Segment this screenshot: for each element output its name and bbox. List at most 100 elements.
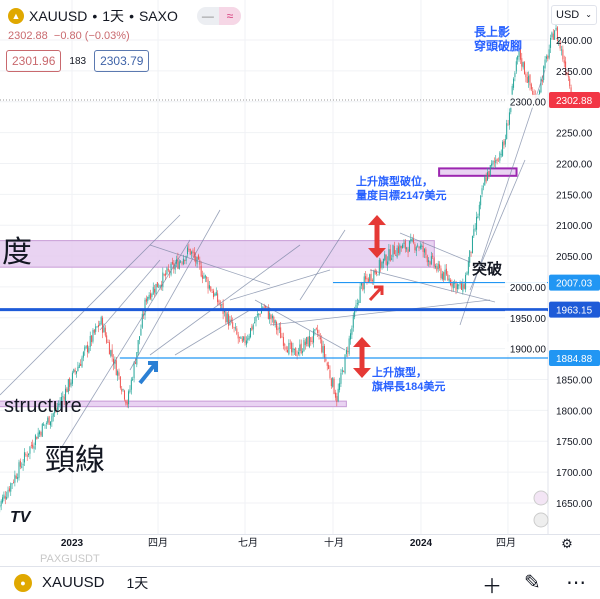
red-arrow-icon [353,368,371,378]
time-axis[interactable]: 2023 四月 七月 十月 2024 四月 ⚙ [0,534,600,552]
candle-body [236,328,237,334]
candle-body [569,79,570,86]
candle-body [227,313,228,322]
flag-icon [534,513,548,527]
candle-body [362,283,363,290]
price-change: 2302.88 −0.80 (−0.03%) [8,30,130,42]
candle-body [335,393,336,398]
candle-body [487,172,488,180]
candle-body [199,260,200,264]
buy-button[interactable]: 2303.79 [94,50,149,72]
x-tick: 2024 [410,538,432,550]
candle-body [397,248,398,257]
candle-body [13,482,14,483]
y-tick: 2000.00 [510,283,547,294]
plus-icon[interactable]: ＋ [482,570,502,599]
candle-body [431,256,432,264]
y-tick: 2100.00 [556,221,593,232]
currency-select[interactable]: USD⌄ [551,5,597,25]
y-tick: 1950.00 [510,314,547,325]
candle-body [275,320,276,323]
candle-body [419,247,420,249]
x-tick: 七月 [238,538,258,550]
price-chart[interactable]: 2400.002350.002300.002250.002200.002150.… [0,0,600,534]
candle-body [132,379,133,380]
candle-body [86,346,87,348]
candle-body [221,304,222,305]
bottom-toolbar: ● XAUUSD 1天 [0,566,600,598]
candle-body [105,328,106,336]
candle-body [154,289,155,293]
candle-body [436,266,437,271]
candle-body [98,325,99,327]
candle-body [405,241,406,249]
symbol-header[interactable]: ▲ XAUUSD• 1天• SAXO — ≈ [8,6,241,26]
candle-body [564,60,565,63]
spread: 183 [69,56,86,67]
candle-body [306,337,307,344]
price-label: 1884.88 [556,354,593,365]
gold-coin-icon: ▲ [8,8,24,24]
candle-body [309,336,310,347]
sell-button[interactable]: 2301.96 [6,50,61,72]
candle-body [460,283,461,284]
candle-body [42,424,43,437]
candle-body [483,186,484,187]
line-style-button[interactable]: ≈ [219,7,241,25]
candle-body [249,336,250,339]
more-icon[interactable]: ⋯ [566,570,586,595]
candle-body [551,33,552,38]
candle-body [501,154,502,155]
y-tick: 2150.00 [556,190,593,201]
candle-body [184,260,185,261]
candle-body [279,327,280,328]
candle-body [103,327,104,333]
timeframe: 1天 [102,6,124,26]
candle-body [106,335,107,342]
candle-body [273,317,274,324]
gold-coin-icon: ● [14,574,32,592]
y-tick: 2350.00 [556,67,593,78]
candle-body [36,437,37,439]
bar-style-button[interactable]: — [197,7,219,25]
candle-body [238,334,239,338]
candle-body [553,34,554,40]
candle-body [316,328,317,329]
candle-body [360,286,361,303]
annotation-text: TV [10,509,32,526]
candle-body [258,314,259,315]
candle-body [5,496,6,498]
candle-body [509,112,510,124]
candle-body [31,445,32,446]
pen-icon[interactable]: ✎ [524,570,541,595]
bottom-timeframe[interactable]: 1天 [127,573,149,593]
candle-body [191,252,192,254]
candle-body [24,452,25,462]
candle-body [110,350,111,356]
candle-body [464,284,465,288]
candle-body [2,497,3,502]
chart-type-toggle[interactable]: — ≈ [197,7,241,25]
candle-body [440,268,441,278]
candle-body [73,369,74,372]
candle-body [72,373,73,384]
candle-body [166,268,167,274]
candle-body [283,337,284,346]
candle-body [438,264,439,269]
candle-body [466,273,467,276]
exchange: SAXO [139,8,178,24]
candle-body [371,274,372,281]
candle-body [521,58,522,66]
candle-body [546,57,547,59]
candle-body [224,311,225,312]
candle-body [123,389,124,390]
candle-body [260,314,261,315]
bottom-symbol[interactable]: XAUUSD [42,574,105,591]
candle-body [195,256,196,262]
candle-body [157,282,158,287]
candle-body [391,258,392,259]
settings-icon[interactable]: ⚙ [561,538,573,550]
candle-body [473,229,474,236]
candle-body [155,284,156,294]
candle-body [488,171,489,176]
